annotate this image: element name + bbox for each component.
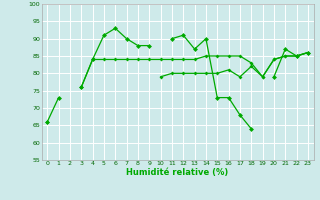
- X-axis label: Humidité relative (%): Humidité relative (%): [126, 168, 229, 177]
